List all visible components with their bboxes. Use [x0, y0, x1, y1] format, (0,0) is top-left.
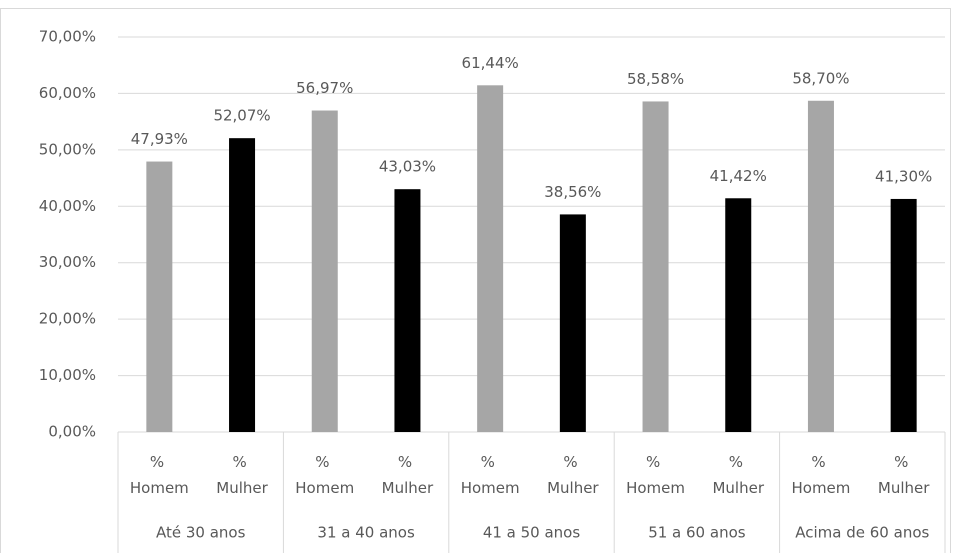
y-tick-label: 50,00%: [39, 140, 96, 158]
bar: [559, 214, 586, 432]
data-label: 61,44%: [462, 54, 519, 72]
category-label: 31 a 40 anos: [317, 524, 415, 542]
bar: [725, 198, 752, 432]
bar: [146, 161, 173, 433]
data-label: 41,30%: [875, 167, 932, 185]
data-label: 56,97%: [296, 79, 353, 97]
category-label: 51 a 60 anos: [648, 524, 746, 542]
sub-category-label: % Homem: [295, 453, 354, 497]
category-label: Acima de 60 anos: [795, 524, 929, 542]
data-label: 58,58%: [627, 70, 684, 88]
sub-category-label: % Homem: [461, 453, 520, 497]
data-label: 38,56%: [544, 183, 601, 201]
bar: [477, 85, 504, 432]
bar: [642, 101, 669, 432]
y-tick-label: 60,00%: [39, 84, 96, 102]
y-tick-label: 10,00%: [39, 366, 96, 384]
data-label: 41,42%: [710, 167, 767, 185]
y-tick-label: 20,00%: [39, 310, 96, 328]
data-label: 43,03%: [379, 158, 436, 176]
sub-category-label: % Homem: [791, 453, 850, 497]
sub-category-label: % Mulher: [712, 453, 764, 497]
bar: [890, 198, 917, 432]
category-label: Até 30 anos: [156, 524, 246, 542]
bar: [807, 100, 834, 432]
data-label: 58,70%: [792, 69, 849, 87]
data-label: 47,93%: [131, 130, 188, 148]
chart-border: [0, 8, 951, 553]
sub-category-label: % Homem: [626, 453, 685, 497]
y-tick-label: 40,00%: [39, 197, 96, 215]
sub-category-label: % Mulher: [382, 453, 434, 497]
sub-category-label: % Mulher: [878, 453, 930, 497]
sub-category-label: % Homem: [130, 453, 189, 497]
bar: [311, 110, 338, 432]
sub-category-label: % Mulher: [547, 453, 599, 497]
bar: [394, 189, 421, 432]
category-label: 41 a 50 anos: [483, 524, 581, 542]
data-label: 52,07%: [213, 107, 270, 125]
sub-category-label: % Mulher: [216, 453, 268, 497]
bar: [229, 138, 256, 432]
y-tick-label: 0,00%: [48, 423, 96, 441]
y-tick-label: 30,00%: [39, 253, 96, 271]
y-tick-label: 70,00%: [39, 28, 96, 46]
